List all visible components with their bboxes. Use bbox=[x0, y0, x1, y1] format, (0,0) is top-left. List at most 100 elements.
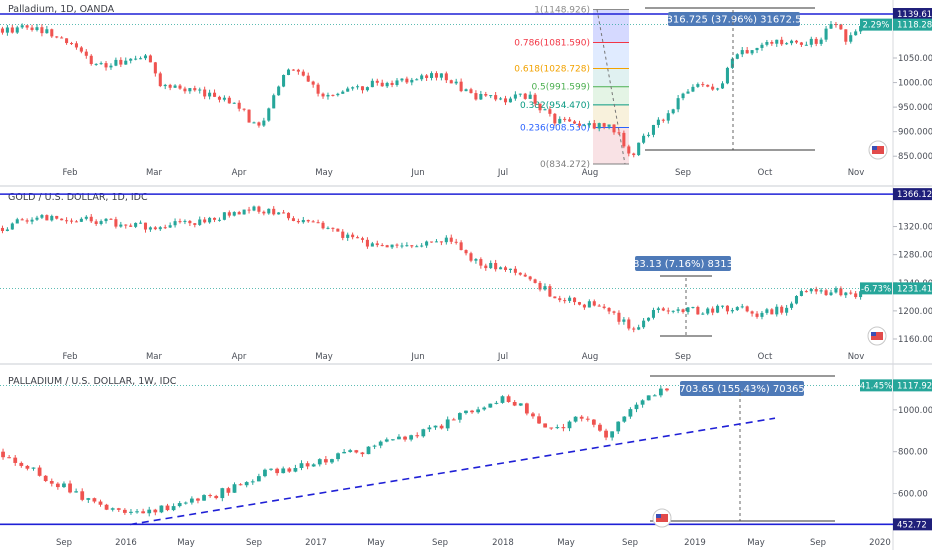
candle-body[interactable] bbox=[622, 319, 626, 322]
candle-body[interactable] bbox=[13, 457, 18, 463]
candle-body[interactable] bbox=[92, 498, 97, 502]
candle-body[interactable] bbox=[506, 396, 511, 403]
candle-body[interactable] bbox=[415, 79, 419, 81]
candle-body[interactable] bbox=[627, 319, 631, 329]
candle-body[interactable] bbox=[267, 208, 271, 214]
candle-body[interactable] bbox=[661, 119, 665, 121]
candle-body[interactable] bbox=[479, 94, 483, 100]
candle-body[interactable] bbox=[385, 245, 389, 248]
candle-body[interactable] bbox=[400, 245, 404, 247]
candle-body[interactable] bbox=[311, 464, 316, 467]
candle-body[interactable] bbox=[188, 220, 192, 224]
candle-body[interactable] bbox=[730, 310, 734, 312]
candle-body[interactable] bbox=[104, 504, 109, 510]
candle-body[interactable] bbox=[395, 244, 399, 246]
candle-body[interactable] bbox=[217, 96, 221, 100]
candle-body[interactable] bbox=[202, 495, 206, 501]
candle-body[interactable] bbox=[365, 87, 369, 91]
candle-body[interactable] bbox=[503, 98, 508, 103]
candle-body[interactable] bbox=[439, 241, 443, 243]
candle-body[interactable] bbox=[616, 421, 621, 432]
candle-body[interactable] bbox=[356, 86, 360, 88]
candle-body[interactable] bbox=[178, 85, 182, 89]
candle-body[interactable] bbox=[523, 93, 527, 99]
candle-body[interactable] bbox=[652, 395, 657, 397]
candle-body[interactable] bbox=[242, 209, 246, 215]
candle-body[interactable] bbox=[790, 40, 794, 44]
candle-body[interactable] bbox=[770, 309, 774, 315]
candle-body[interactable] bbox=[642, 135, 646, 143]
candle-body[interactable] bbox=[351, 234, 355, 238]
candle-body[interactable] bbox=[291, 69, 295, 71]
candle-body[interactable] bbox=[286, 212, 291, 219]
candle-body[interactable] bbox=[474, 259, 478, 261]
candle-body[interactable] bbox=[735, 307, 739, 311]
candle-body[interactable] bbox=[69, 43, 74, 45]
candle-body[interactable] bbox=[139, 58, 143, 60]
candle-body[interactable] bbox=[7, 457, 12, 459]
candle-body[interactable] bbox=[804, 291, 808, 293]
candle-body[interactable] bbox=[592, 301, 596, 306]
candle-body[interactable] bbox=[124, 224, 128, 226]
candle-body[interactable] bbox=[203, 219, 207, 223]
candle-body[interactable] bbox=[617, 132, 621, 134]
candle-body[interactable] bbox=[503, 267, 508, 270]
candle-body[interactable] bbox=[263, 469, 267, 477]
candle-body[interactable] bbox=[839, 24, 843, 30]
candle-body[interactable] bbox=[163, 227, 167, 229]
candle-body[interactable] bbox=[188, 88, 192, 92]
candle-body[interactable] bbox=[484, 265, 488, 269]
candle-body[interactable] bbox=[824, 28, 828, 40]
candle-body[interactable] bbox=[854, 31, 858, 36]
candle-body[interactable] bbox=[814, 289, 818, 292]
candle-body[interactable] bbox=[129, 225, 133, 227]
candle-body[interactable] bbox=[227, 97, 231, 104]
candle-body[interactable] bbox=[262, 211, 266, 214]
candle-body[interactable] bbox=[706, 84, 710, 87]
candle-body[interactable] bbox=[661, 308, 665, 311]
candle-body[interactable] bbox=[430, 241, 434, 243]
fib-trend-line[interactable] bbox=[596, 9, 626, 165]
candle-body[interactable] bbox=[597, 305, 601, 307]
candle-body[interactable] bbox=[696, 306, 700, 315]
candle-body[interactable] bbox=[476, 409, 481, 413]
candle-body[interactable] bbox=[533, 94, 537, 104]
candle-body[interactable] bbox=[267, 108, 271, 121]
candle-body[interactable] bbox=[168, 225, 172, 228]
candle-body[interactable] bbox=[272, 208, 276, 215]
candle-body[interactable] bbox=[252, 122, 256, 124]
candle-body[interactable] bbox=[716, 88, 720, 90]
candle-body[interactable] bbox=[765, 309, 769, 313]
candle-body[interactable] bbox=[681, 309, 685, 313]
candle-body[interactable] bbox=[55, 36, 59, 38]
candle-body[interactable] bbox=[780, 39, 784, 45]
candle-body[interactable] bbox=[65, 38, 69, 44]
chart-pane[interactable]: GOLD / U.S. DOLLAR, 1D, IDC Feb Mar Apr May J… bbox=[0, 188, 932, 362]
candle-body[interactable] bbox=[775, 39, 779, 44]
candle-body[interactable] bbox=[60, 37, 64, 39]
candle-body[interactable] bbox=[397, 436, 401, 440]
candle-body[interactable] bbox=[449, 237, 453, 242]
candle-body[interactable] bbox=[745, 306, 749, 312]
candle-body[interactable] bbox=[640, 400, 645, 405]
candle-body[interactable] bbox=[794, 295, 799, 304]
chart-pane[interactable]: PALLADIUM / U.S. DOLLAR, 1W, IDC Sep 2016 M… bbox=[0, 375, 932, 548]
candle-body[interactable] bbox=[281, 468, 286, 474]
candle-body[interactable] bbox=[372, 445, 377, 447]
candle-body[interactable] bbox=[49, 481, 54, 484]
candle-body[interactable] bbox=[208, 217, 212, 223]
candle-body[interactable] bbox=[750, 50, 754, 54]
candle-body[interactable] bbox=[311, 221, 315, 223]
candle-body[interactable] bbox=[425, 75, 429, 78]
candle-body[interactable] bbox=[20, 219, 24, 221]
candle-body[interactable] bbox=[745, 50, 749, 54]
candle-body[interactable] bbox=[488, 403, 493, 408]
candle-body[interactable] bbox=[5, 27, 9, 33]
candle-body[interactable] bbox=[844, 29, 848, 42]
candle-body[interactable] bbox=[55, 215, 59, 219]
candle-body[interactable] bbox=[232, 212, 236, 216]
candle-body[interactable] bbox=[99, 221, 103, 224]
candle-body[interactable] bbox=[775, 306, 779, 315]
candle-body[interactable] bbox=[50, 215, 54, 221]
candle-body[interactable] bbox=[720, 305, 725, 307]
